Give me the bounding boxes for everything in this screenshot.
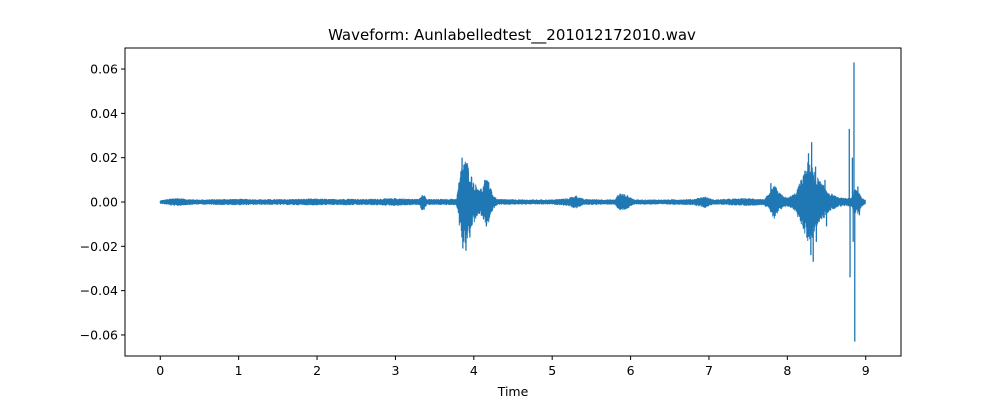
x-tick-label: 2 — [313, 363, 321, 378]
y-tick-label: 0.02 — [90, 150, 118, 165]
chart-title: Waveform: Aunlabelledtest__201012172010.… — [328, 26, 696, 45]
x-tick-label: 7 — [705, 363, 713, 378]
y-tick-label: 0.06 — [90, 62, 118, 77]
y-axis: 0.06 0.04 0.02 0.00 −0.02 −0.04 −0.06 — [80, 62, 125, 342]
x-axis-label: Time — [497, 384, 529, 399]
x-tick-label: 0 — [156, 363, 164, 378]
x-tick-label: 4 — [470, 363, 478, 378]
x-tick-label: 8 — [783, 363, 791, 378]
y-tick-label: 0.04 — [90, 106, 118, 121]
y-tick-label: 0.00 — [90, 195, 118, 210]
y-tick-label: −0.06 — [80, 327, 118, 342]
waveform-series — [159, 62, 866, 342]
plot-frame — [124, 47, 902, 357]
x-axis: 0 1 2 3 4 5 6 7 8 9 — [156, 356, 870, 378]
x-tick-label: 3 — [391, 363, 399, 378]
x-tick-label: 9 — [862, 363, 870, 378]
x-tick-label: 1 — [235, 363, 243, 378]
x-tick-label: 6 — [627, 363, 635, 378]
x-tick-label: 5 — [548, 363, 556, 378]
y-tick-label: −0.04 — [80, 283, 118, 298]
waveform-line — [159, 161, 866, 244]
y-tick-label: −0.02 — [80, 239, 118, 254]
